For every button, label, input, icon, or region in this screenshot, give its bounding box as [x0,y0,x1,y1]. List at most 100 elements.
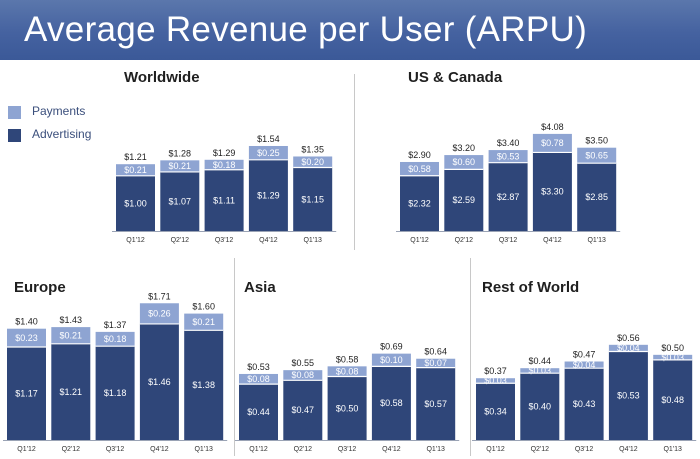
chart-title-rest-of-world: Rest of World [482,279,579,296]
payments-value-label: $0.04 [573,360,596,370]
payments-value-label: $0.26 [148,309,171,319]
total-value-label: $1.71 [148,291,171,301]
advertising-value-label: $2.59 [453,195,476,205]
bar-advertising [139,323,179,440]
bar-payments [488,150,528,163]
bar-advertising [239,384,278,440]
advertising-value-label: $2.87 [497,192,520,202]
category-label: Q1'13 [194,446,213,453]
payments-value-label: $0.10 [380,355,403,365]
bar-advertising [116,175,155,231]
bar-advertising [577,163,617,231]
advertising-value-label: $1.18 [104,388,127,398]
advertising-value-label: $0.53 [617,391,640,401]
bar-advertising [400,175,439,231]
payments-value-label: $0.25 [257,148,280,158]
advertising-value-label: $1.00 [124,198,147,208]
chart-title-worldwide: Worldwide [124,69,200,86]
bar-advertising [184,330,224,440]
advertising-value-label: $1.07 [169,196,192,206]
total-value-label: $3.20 [453,143,476,153]
chart-title-europe: Europe [14,279,66,296]
bar-payments [608,344,648,352]
payments-value-label: $0.65 [585,150,608,160]
advertising-value-label: $0.44 [247,407,270,417]
advertising-value-label: $0.48 [661,395,684,405]
bar-advertising [283,380,323,440]
advertising-value-label: $0.50 [336,403,359,413]
category-label: Q4'12 [543,237,562,244]
bar-payments [139,303,179,324]
bar-payments [283,370,323,381]
bar-advertising [7,346,46,440]
category-label: Q2'12 [531,446,550,453]
legend-swatch-payments [8,106,21,119]
bar-payments [239,373,278,385]
advertising-value-label: $0.47 [292,405,315,415]
bar-payments [577,147,617,164]
advertising-value-label: $1.15 [301,194,324,204]
bar-payments [476,378,515,384]
legend-label-payments: Payments [32,104,86,118]
total-value-label: $4.08 [541,122,564,132]
total-value-label: $1.35 [301,144,324,154]
bar-advertising [608,351,648,440]
total-value-label: $0.50 [661,343,684,353]
advertising-value-label: $0.34 [484,407,507,417]
total-value-label: $0.47 [573,350,596,360]
category-label: Q2'12 [294,446,313,453]
payments-value-label: $0.03 [484,376,507,386]
total-value-label: $0.44 [529,356,552,366]
vertical-divider-bottom-left [234,258,235,456]
total-value-label: $1.29 [213,148,236,158]
total-value-label: $3.50 [585,136,608,146]
payments-value-label: $0.21 [124,165,147,175]
payments-value-label: $0.18 [213,160,236,170]
bar-advertising [476,383,515,440]
bar-advertising [371,366,411,440]
total-value-label: $1.43 [60,315,83,325]
advertising-value-label: $2.85 [585,192,608,202]
payments-value-label: $0.58 [408,164,431,174]
category-label: Q1'13 [587,237,606,244]
advertising-value-label: $0.57 [424,399,447,409]
category-label: Q4'12 [382,446,401,453]
bar-advertising [95,346,135,440]
bar-payments [416,358,456,368]
category-label: Q2'12 [455,237,474,244]
bar-payments [444,155,484,170]
category-label: Q3'12 [106,446,125,453]
chart-title-us-canada: US & Canada [408,69,503,86]
bar-payments [95,331,135,347]
total-value-label: $2.90 [408,150,431,160]
bar-advertising [204,169,244,231]
advertising-value-label: $3.30 [541,187,564,197]
page-title: Average Revenue per User (ARPU) [24,10,588,49]
category-label: Q2'12 [62,446,81,453]
payments-value-label: $0.60 [453,157,476,167]
bar-payments [204,159,244,170]
bar-payments [248,145,288,160]
payments-value-label: $0.20 [301,157,324,167]
bar-payments [116,164,155,176]
total-value-label: $1.21 [124,152,147,162]
advertising-value-label: $1.17 [15,388,38,398]
total-value-label: $1.37 [104,320,127,330]
bar-payments [7,328,46,347]
total-value-label: $0.69 [380,342,403,352]
category-label: Q4'12 [619,446,638,453]
payments-value-label: $0.23 [15,333,38,343]
payments-value-label: $0.21 [169,161,192,171]
total-value-label: $1.28 [169,148,192,158]
total-value-label: $1.40 [15,317,38,327]
vertical-divider-bottom-right [470,258,471,456]
total-value-label: $0.64 [424,347,447,357]
category-label: Q1'13 [303,237,322,244]
bar-advertising [51,343,91,440]
payments-value-label: $0.04 [617,343,640,353]
category-label: Q3'12 [499,237,518,244]
bar-advertising [416,367,456,440]
bar-payments [51,327,91,344]
bar-advertising [293,167,333,231]
